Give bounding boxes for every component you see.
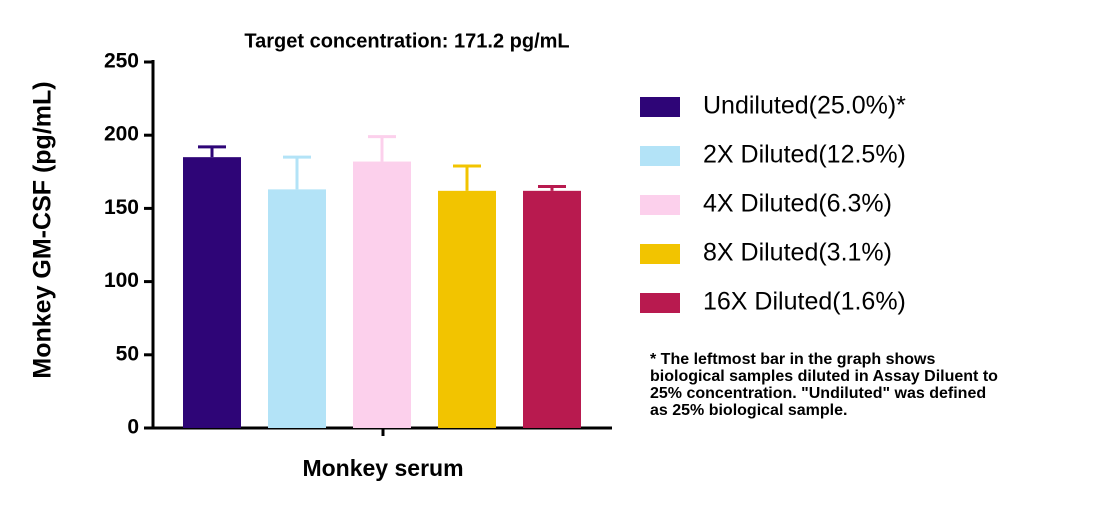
y-tick-label: 50 (116, 342, 139, 365)
bar (183, 157, 241, 428)
legend-swatch (640, 97, 680, 117)
y-tick-label: 150 (104, 196, 139, 219)
legend-swatch (640, 195, 680, 215)
legend-swatch (640, 146, 680, 166)
y-tick-label: 250 (104, 50, 139, 73)
legend-label: 4X Diluted(6.3%) (703, 190, 892, 218)
y-tick-label: 0 (127, 416, 139, 439)
bar (268, 189, 326, 428)
footnote: biological samples diluted in Assay Dilu… (650, 368, 998, 385)
legend-label: 2X Diluted(12.5%) (703, 141, 906, 169)
bar (438, 190, 496, 428)
bar (523, 190, 581, 428)
x-axis-label: Monkey serum (302, 455, 463, 481)
y-tick-label: 100 (104, 269, 139, 292)
footnote: * The leftmost bar in the graph shows (650, 351, 935, 368)
legend-swatch (640, 244, 680, 264)
y-axis-label: Monkey GM-CSF (pg/mL) (29, 81, 57, 378)
y-tick-label: 200 (104, 123, 139, 146)
footnote: 25% concentration. "Undiluted" was defin… (650, 385, 986, 402)
legend-label: 16X Diluted(1.6%) (703, 288, 906, 316)
legend-label: 8X Diluted(3.1%) (703, 239, 892, 267)
legend-swatch (640, 293, 680, 313)
chart-title: Target concentration: 171.2 pg/mL (244, 30, 569, 52)
legend-label: Undiluted(25.0%)* (703, 92, 906, 120)
footnote: as 25% biological sample. (650, 402, 847, 419)
bar (353, 161, 411, 428)
